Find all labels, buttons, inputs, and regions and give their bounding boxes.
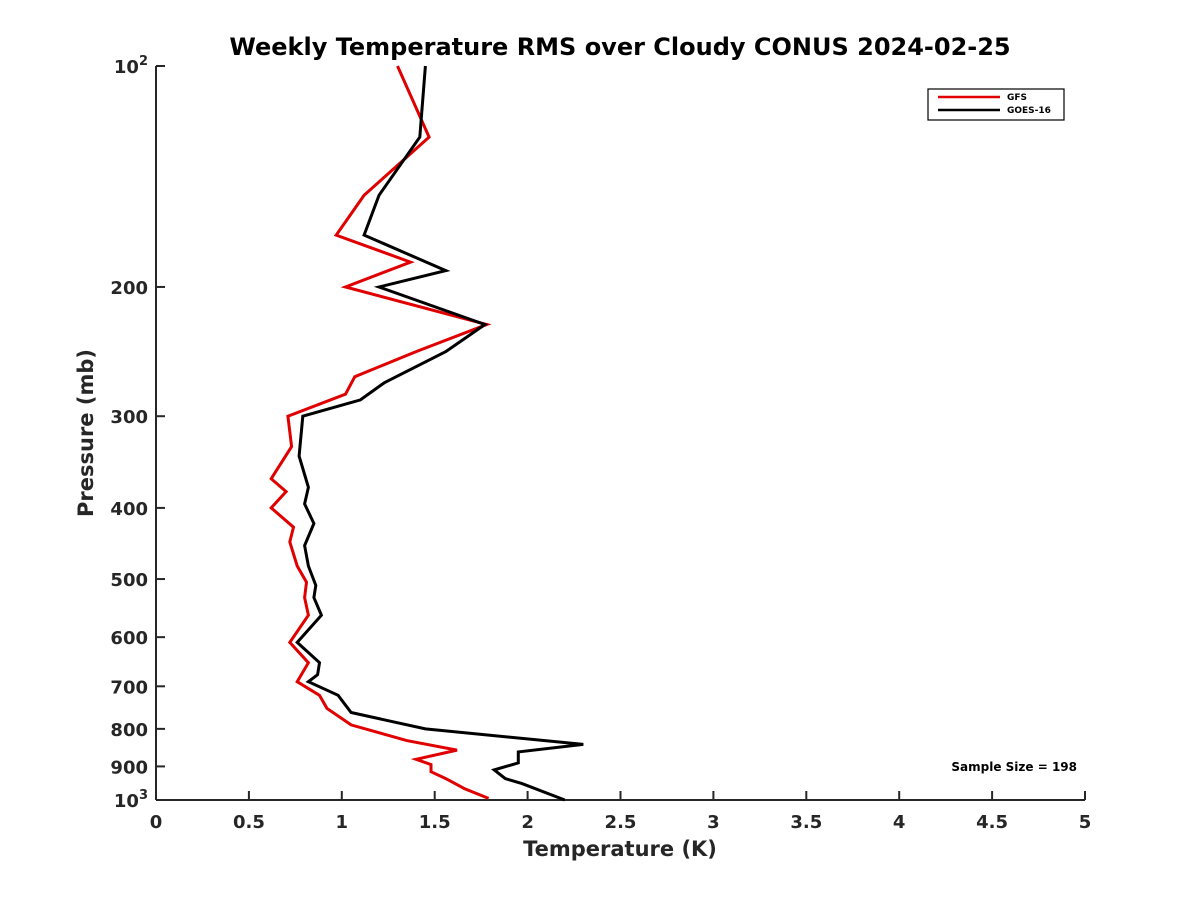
x-axis-label: Temperature (K) bbox=[523, 837, 717, 861]
series-line-goes16 bbox=[295, 65, 584, 802]
y-tick-label: 102 bbox=[114, 54, 148, 78]
x-tick-label: 0.5 bbox=[233, 812, 265, 833]
x-tick-label: 2.5 bbox=[605, 812, 637, 833]
y-axis-label: Pressure (mb) bbox=[74, 349, 98, 517]
y-axis-ticks: 102 200 300 400 500 600 700 800 900 103 bbox=[110, 54, 165, 812]
x-tick-label: 4 bbox=[893, 812, 906, 833]
x-tick-label: 4.5 bbox=[976, 812, 1008, 833]
x-tick-label: 2 bbox=[521, 812, 534, 833]
legend-label-gfs: GFS bbox=[1007, 93, 1027, 103]
y-tick-label: 900 bbox=[110, 757, 148, 778]
sample-size-annotation: Sample Size = 198 bbox=[951, 760, 1077, 774]
legend-box bbox=[927, 88, 1065, 121]
x-axis-ticks: 0 0.5 1 1.5 2 2.5 3 3.5 4 4.5 5 bbox=[150, 791, 1092, 833]
plot-area: 102 200 300 400 500 600 700 800 900 103 0 0.5 1 1.5 2… bbox=[110, 54, 1091, 833]
legend: GFS GOES-16 bbox=[927, 88, 1065, 121]
series-lines bbox=[269, 65, 584, 802]
series-line-gfs bbox=[269, 65, 492, 800]
legend-label-goes16: GOES-16 bbox=[1007, 106, 1051, 116]
x-tick-label: 1 bbox=[336, 812, 349, 833]
y-tick-label: 200 bbox=[110, 278, 148, 299]
x-tick-label: 0 bbox=[150, 812, 163, 833]
chart-title: Weekly Temperature RMS over Cloudy CONUS… bbox=[229, 33, 1010, 61]
x-tick-label: 3.5 bbox=[790, 812, 822, 833]
x-tick-label: 3 bbox=[707, 812, 720, 833]
y-tick-label: 103 bbox=[114, 788, 148, 812]
y-tick-label: 600 bbox=[110, 628, 148, 649]
y-tick-label: 300 bbox=[110, 407, 148, 428]
x-tick-label: 1.5 bbox=[419, 812, 451, 833]
x-tick-label: 5 bbox=[1079, 812, 1092, 833]
y-tick-label: 800 bbox=[110, 720, 148, 741]
y-tick-label: 400 bbox=[110, 499, 148, 520]
y-tick-label: 700 bbox=[110, 677, 148, 698]
y-tick-label: 500 bbox=[110, 570, 148, 591]
